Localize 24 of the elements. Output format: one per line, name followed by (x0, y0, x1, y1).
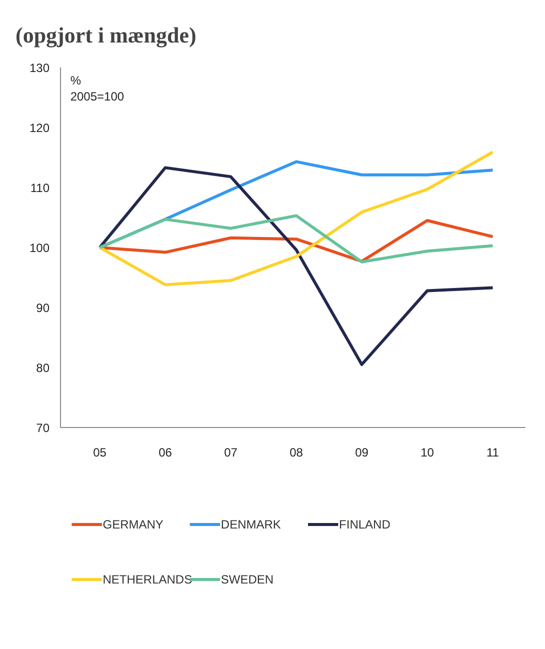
x-tick-label: 07 (224, 446, 238, 460)
y-tick-label: 80 (36, 361, 50, 375)
x-tick-label: 10 (420, 446, 434, 460)
legend-label: SWEDEN (220, 572, 274, 586)
annotation: 2005=100 (70, 90, 124, 104)
y-tick-label: 90 (36, 301, 50, 315)
y-tick-label: 130 (29, 61, 50, 75)
x-tick-label: 05 (93, 446, 107, 460)
line-series (98, 166, 494, 366)
x-tick-label: 11 (486, 446, 500, 460)
y-tick-label: 100 (29, 241, 50, 255)
x-tick-label: 09 (355, 446, 369, 460)
legend-label: GERMANY (102, 518, 164, 532)
y-axis-title: % (70, 74, 82, 88)
y-tick-label: 120 (29, 121, 50, 135)
line-series (98, 150, 494, 286)
y-tick-label: 110 (30, 181, 50, 195)
legend-label: DENMARK (220, 518, 281, 532)
x-tick-label: 06 (158, 446, 172, 460)
chart-title: (opgjort i mængde) (16, 22, 196, 48)
legend-label: NETHERLANDS (102, 572, 192, 586)
legend-label: FINLAND (339, 518, 391, 532)
x-tick-label: 08 (290, 446, 304, 460)
y-tick-label: 70 (36, 421, 50, 435)
